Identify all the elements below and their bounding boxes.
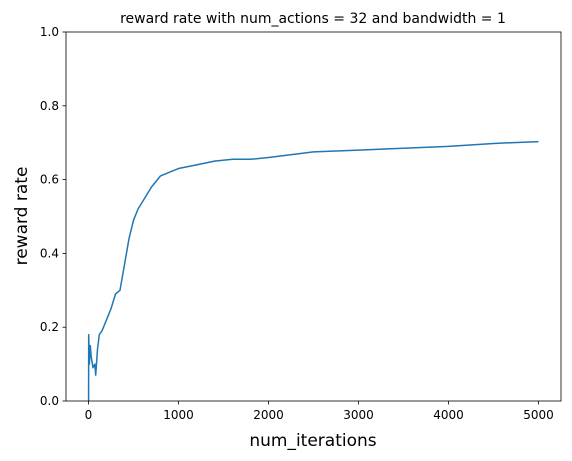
data-line bbox=[87, 140, 539, 401]
y-tick-label: 1.0 bbox=[40, 25, 59, 39]
x-tick-label: 1000 bbox=[163, 408, 194, 422]
plot-frame bbox=[65, 31, 562, 402]
x-tick-label: 2000 bbox=[253, 408, 284, 422]
x-tick-label: 0 bbox=[85, 408, 93, 422]
x-axis-label: num_iterations bbox=[249, 431, 376, 451]
y-axis-label: reward rate bbox=[12, 167, 32, 266]
x-tick-label: 5000 bbox=[523, 408, 554, 422]
y-tick-label: 0.6 bbox=[40, 173, 59, 187]
chart-title: reward rate with num_actions = 32 and ba… bbox=[120, 11, 506, 27]
y-tick-label: 0.4 bbox=[40, 246, 59, 260]
y-tick-label: 0.0 bbox=[40, 394, 59, 408]
x-tick-label: 4000 bbox=[433, 408, 464, 422]
y-tick-label: 0.8 bbox=[40, 99, 59, 113]
x-tick-label: 3000 bbox=[343, 408, 374, 422]
y-tick-label: 0.2 bbox=[40, 320, 59, 334]
